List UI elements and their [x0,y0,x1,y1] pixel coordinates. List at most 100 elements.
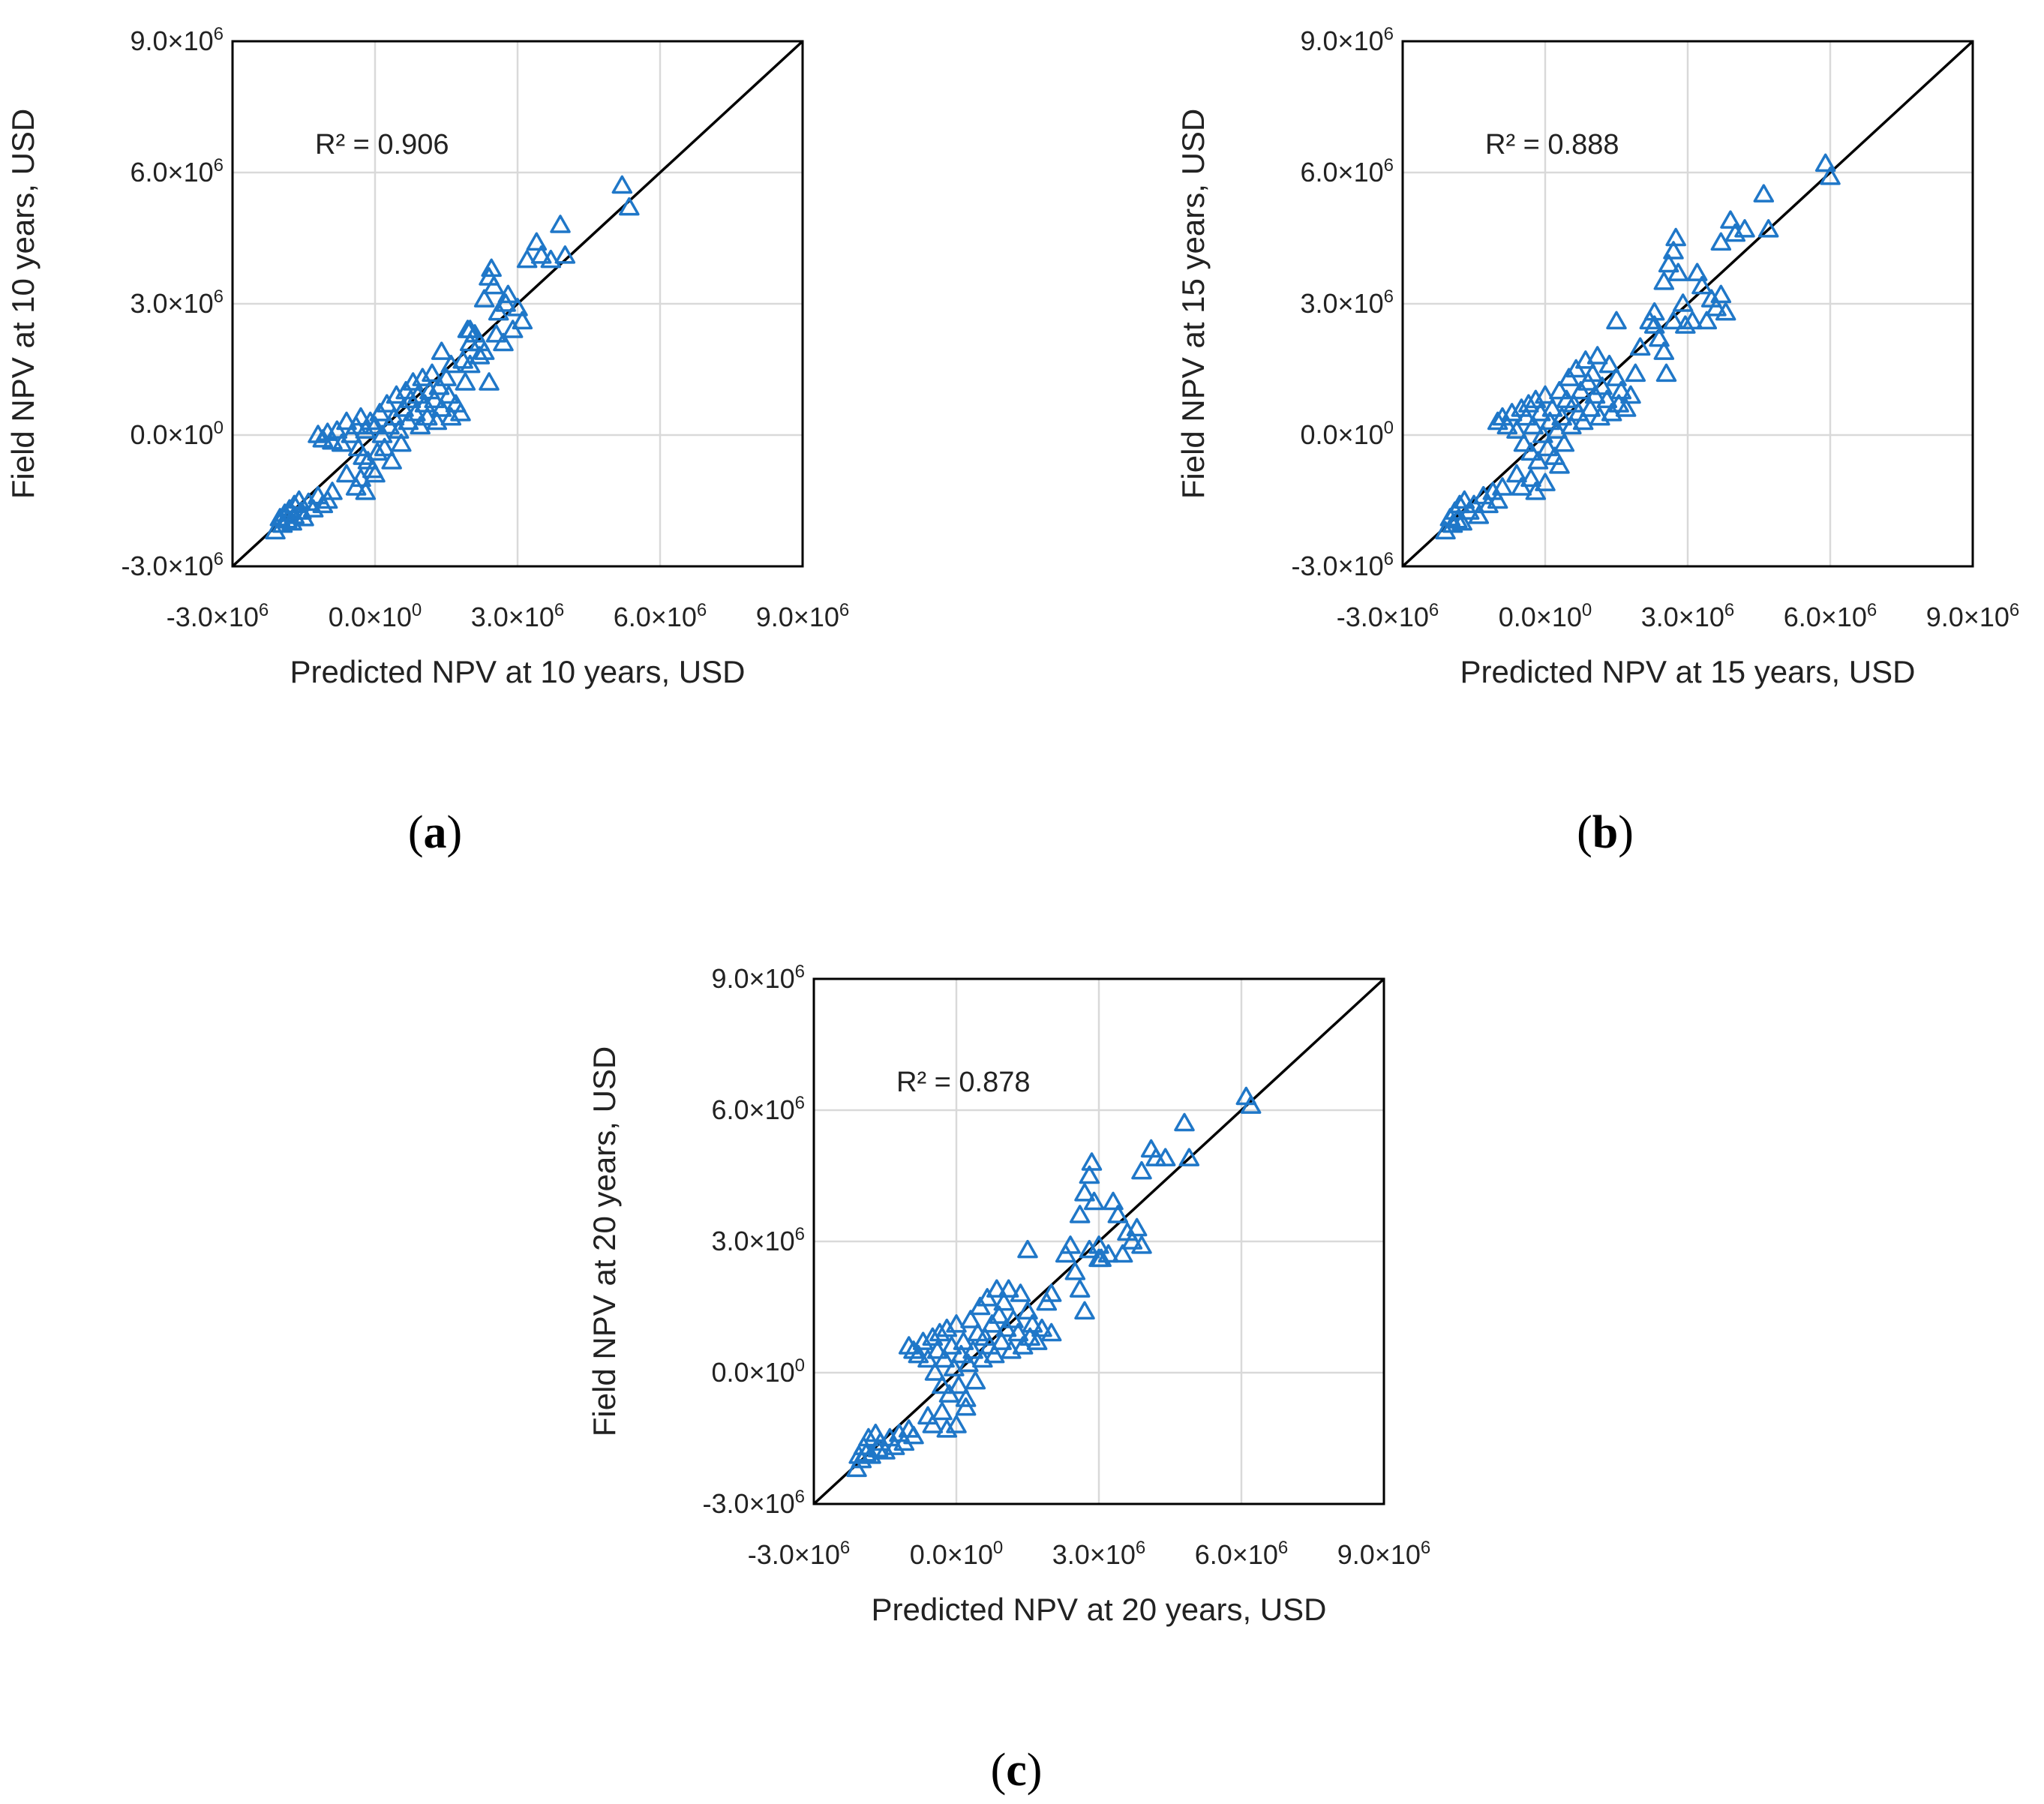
data-point-triangle [1572,411,1594,431]
y-tick-label: 9.0×106 [1301,24,1394,56]
data-point-triangle [485,324,507,343]
data-point-triangle [381,451,402,470]
data-point-triangle [1686,263,1708,281]
data-point-triangle [1069,1279,1091,1298]
x-tick-label: 3.0×106 [471,600,564,632]
y-tick-label: 0.0×100 [1301,418,1394,450]
data-point-triangle [540,249,562,269]
data-point-triangle [481,258,502,278]
scatter-panel-c: -3.0×106 0.0×100 3.0×106 6.0×106 9.0×106 -3.0… [587,962,1430,1796]
data-point-triangle [422,363,443,383]
data-point-triangle [424,389,445,409]
data-point-triangle [1551,407,1572,426]
data-point-triangle [1079,1165,1100,1184]
data-point-triangle [948,1375,969,1394]
data-point-triangle [958,1353,979,1373]
panel-label: (a) [408,807,462,858]
data-point-triangle [1501,403,1523,422]
data-point-triangle [1606,368,1627,386]
x-tick-label: -3.0×106 [1337,600,1439,632]
data-point-triangle [412,368,434,386]
data-point-triangle [1527,451,1549,470]
data-point-triangle [1715,302,1736,321]
x-axis-title: Predicted NPV at 10 years, USD [290,654,746,689]
data-point-triangle [459,354,481,374]
data-point-triangle [1451,512,1472,531]
data-point-triangle [400,389,422,409]
data-point-triangle [1478,494,1499,514]
data-point-triangle [858,1427,879,1447]
data-point-triangle [936,1318,958,1337]
y-tick-label: 6.0×106 [131,155,224,188]
data-point-triangle [365,416,386,435]
data-point-triangle [1547,420,1568,439]
data-point-triangle [929,1322,950,1342]
data-point-triangle [1468,506,1490,524]
data-point-triangle [1753,184,1775,203]
data-point-triangle [1610,380,1632,400]
data-point-triangle [1537,437,1558,457]
data-point-triangle [457,320,479,338]
data-point-triangle [1814,153,1836,173]
data-point-triangle [497,284,519,304]
data-point-triangle [1672,293,1694,312]
data-point-triangle [431,341,452,360]
data-point-triangle [469,332,491,352]
data-point-triangle [1649,328,1670,347]
data-point-triangle [526,232,548,251]
data-point-triangle [926,1340,948,1359]
data-point-triangle [1586,346,1608,365]
x-tick-label: 0.0×100 [910,1538,1003,1570]
data-point-triangle [998,1279,1019,1298]
data-point-triangle [516,249,538,269]
data-point-triangle [1535,473,1556,491]
data-point-triangle [1598,354,1620,374]
data-point-triangle [986,1279,1007,1298]
y-tick-label: 9.0×106 [131,24,224,56]
data-point-triangle [1710,284,1732,304]
r-squared-annotation: R² = 0.906 [315,129,449,161]
data-point-triangle [284,494,305,514]
r-squared-annotation: R² = 0.878 [896,1067,1031,1098]
data-point-triangle [1103,1191,1124,1211]
data-point-triangle [946,1314,967,1333]
y-axis-title: Field NPV at 10 years, USD [5,109,41,500]
data-point-triangle [1549,455,1570,474]
data-point-triangle [1706,298,1727,317]
scatter-panel-a: -3.0×106 0.0×100 3.0×106 6.0×106 9.0×106 -3.0… [5,24,849,858]
data-point-triangle [440,407,462,426]
data-point-triangle [483,275,505,295]
data-point-triangle [1696,311,1718,330]
data-point-triangle [991,1331,1012,1350]
data-point-triangle [1667,263,1689,281]
data-point-triangle [1720,210,1741,229]
data-point-triangle [1487,490,1508,509]
data-point-triangle [1580,398,1601,417]
data-point-triangle [1017,1239,1038,1259]
data-point-triangle [1074,1183,1095,1202]
data-point-triangle [1549,380,1570,400]
y-tick-label: 6.0×106 [1301,155,1394,188]
y-tick-label: 0.0×100 [712,1355,805,1388]
y-tick-label: -3.0×106 [122,549,224,581]
data-point-triangle [989,1305,1010,1324]
data-point-triangle [365,464,386,483]
data-point-triangle [955,1397,977,1416]
data-point-triangle [336,464,357,483]
data-point-triangle [312,494,334,514]
data-point-triangle [960,1310,981,1328]
x-tick-label: 3.0×106 [1641,600,1734,632]
data-point-triangle [1121,1231,1143,1250]
data-point-triangle [922,1415,944,1433]
data-point-triangle [1615,398,1637,417]
y-tick-label: -3.0×106 [703,1487,805,1519]
data-point-triangle [1506,420,1527,439]
x-axis-title: Predicted NPV at 15 years, USD [1460,654,1916,689]
data-point-triangle [932,1401,953,1421]
data-point-triangle [391,433,412,452]
data-point-triangle [1820,167,1841,185]
identity-line [231,40,804,568]
data-point-triangle [1060,1235,1081,1254]
data-point-triangle [875,1441,896,1460]
data-point-triangle [1454,490,1475,509]
